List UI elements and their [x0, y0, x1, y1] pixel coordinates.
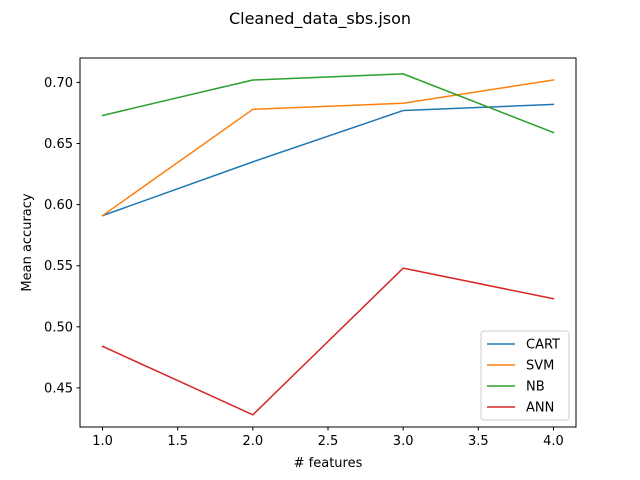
x-axis-ticks: 1.0 1.5 2.0 2.5 3.0 3.5 4.0: [92, 427, 564, 449]
legend-label-svm: SVM: [526, 359, 554, 374]
legend-label-nb: NB: [526, 380, 545, 395]
series-line-cart: [101, 103, 555, 217]
x-tick-label: 3.5: [468, 434, 489, 449]
y-tick-label: 0.45: [44, 381, 73, 396]
y-tick-label: 0.60: [44, 198, 73, 213]
y-tick-label: 0.55: [44, 259, 73, 274]
plot-lines: [101, 73, 555, 416]
x-tick-label: 3.0: [393, 434, 414, 449]
chart-title: Cleaned_data_sbs.json: [229, 9, 411, 29]
x-tick-label: 4.0: [543, 434, 564, 449]
y-axis-ticks: 0.45 0.50 0.55 0.60 0.65 0.70: [44, 76, 80, 396]
x-tick-label: 2.5: [318, 434, 339, 449]
x-tick-label: 2.0: [243, 434, 264, 449]
y-tick-label: 0.70: [44, 76, 73, 91]
legend-box: [480, 330, 570, 421]
series-line-svm: [101, 79, 555, 217]
legend: CART SVM NB ANN: [480, 330, 570, 421]
y-axis-label: Mean accuracy: [20, 193, 35, 292]
x-axis-label: # features: [294, 456, 363, 471]
legend-label-cart: CART: [526, 338, 560, 353]
series-line-nb: [101, 73, 555, 134]
x-tick-label: 1.5: [167, 434, 188, 449]
series-line-ann: [101, 267, 555, 416]
legend-label-ann: ANN: [526, 401, 554, 416]
x-tick-label: 1.0: [92, 434, 113, 449]
y-tick-label: 0.50: [44, 320, 73, 335]
y-tick-label: 0.65: [44, 137, 73, 152]
